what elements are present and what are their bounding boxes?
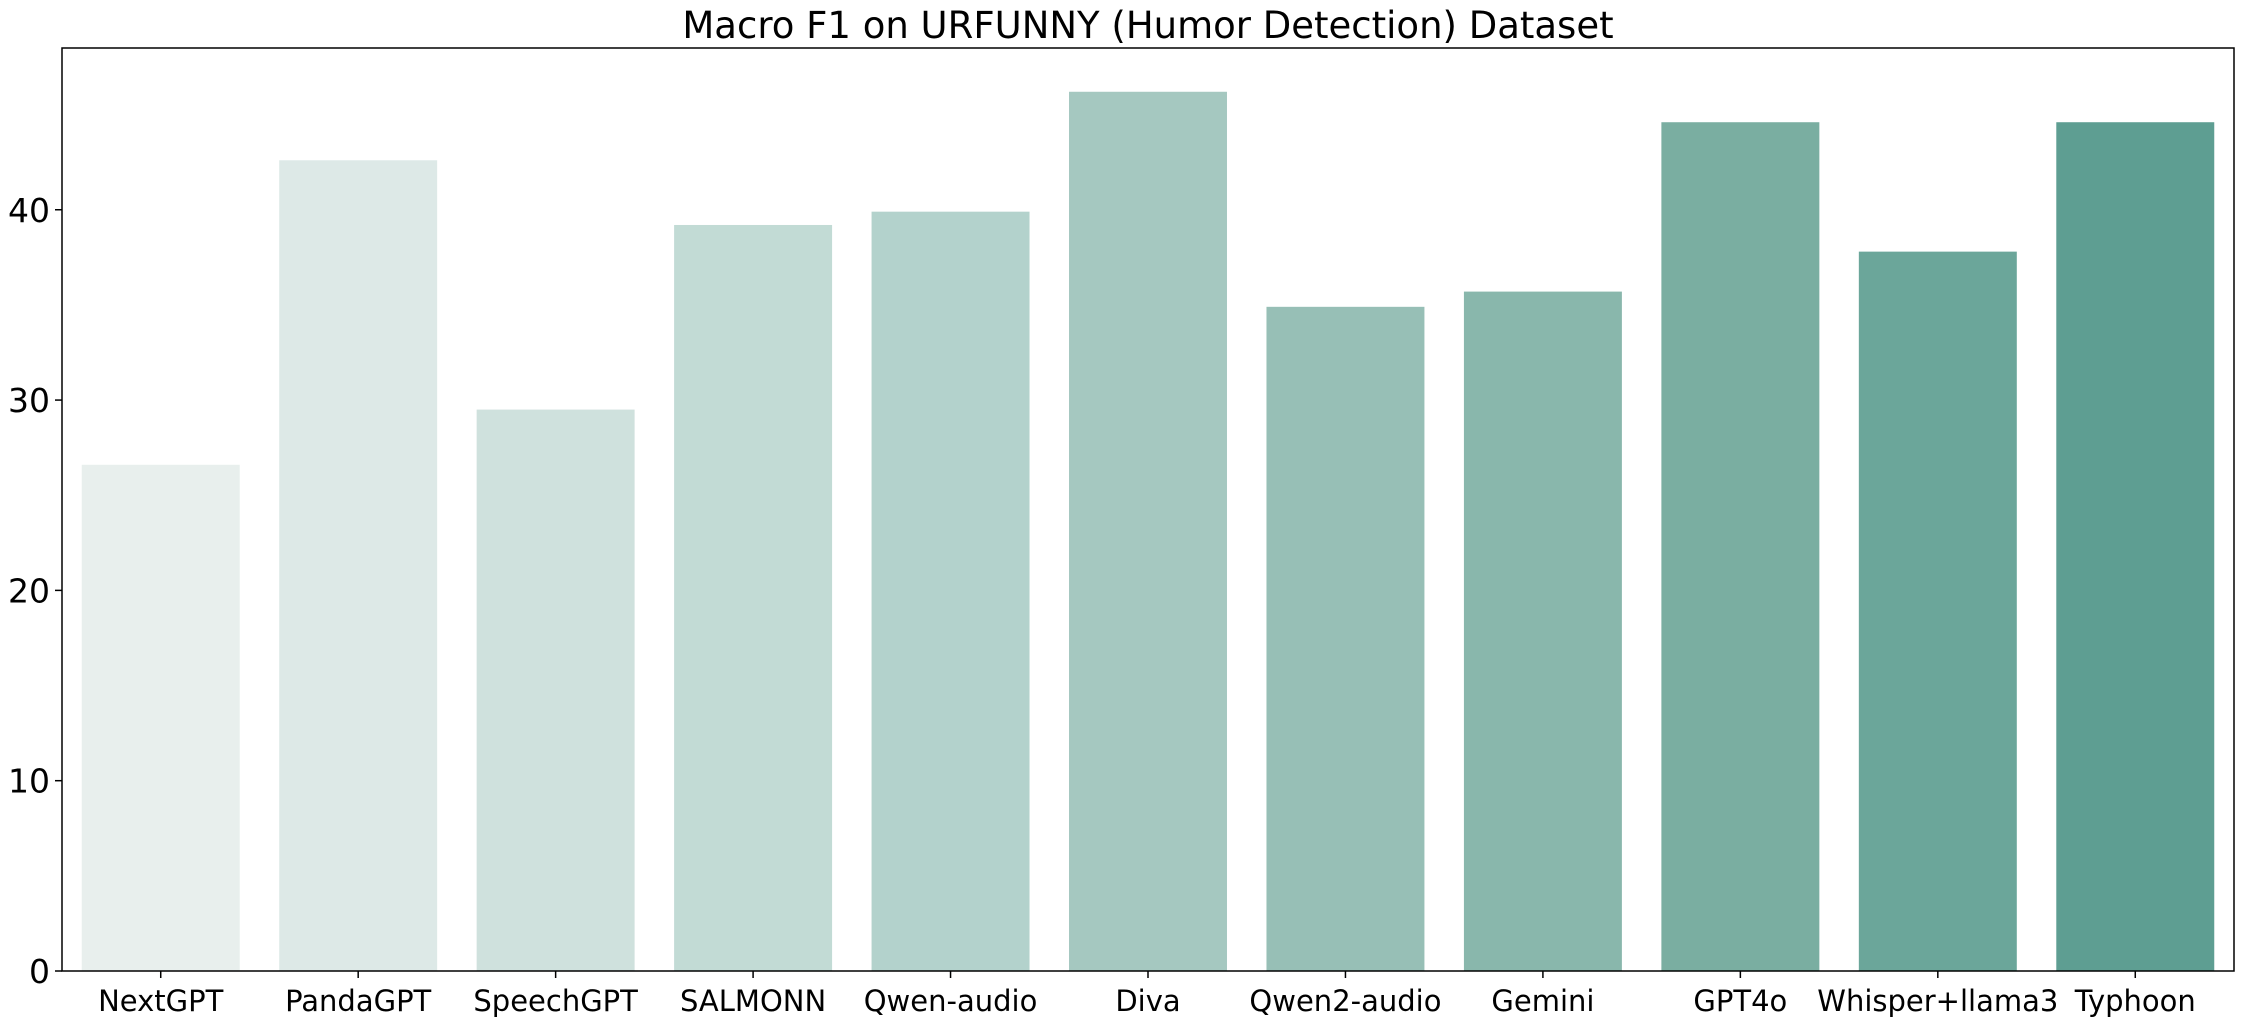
y-tick-label: 0: [29, 952, 50, 991]
x-tick-label: SpeechGPT: [473, 984, 638, 1018]
bar: [1463, 291, 1622, 971]
bar: [1266, 306, 1425, 971]
y-tick-label: 10: [8, 762, 50, 801]
y-tick-label: 20: [8, 571, 50, 610]
x-tick-label: Qwen2-audio: [1249, 984, 1441, 1018]
bar: [674, 224, 833, 972]
x-tick-label: Qwen-audio: [864, 984, 1038, 1018]
x-tick-label: PandaGPT: [285, 984, 431, 1018]
bar: [871, 211, 1030, 971]
y-tick-label: 40: [8, 191, 50, 230]
bar: [1069, 91, 1227, 972]
x-tick-label: GPT4o: [1693, 984, 1787, 1018]
bar: [81, 464, 240, 971]
y-tick-label: 30: [8, 381, 50, 420]
plot-frame: [61, 47, 2235, 972]
x-tick-label: Typhoon: [2074, 984, 2196, 1018]
bars-layer: [81, 91, 2215, 972]
bar: [476, 409, 635, 971]
x-tick-label: SALMONN: [680, 984, 826, 1018]
x-tick-label: Whisper+llama3: [1817, 984, 2058, 1018]
bar: [1661, 122, 1820, 971]
x-tick-label: Gemini: [1491, 984, 1594, 1018]
bar: [1858, 251, 2017, 971]
y-axis: 0 10 20 30 40: [8, 191, 62, 991]
x-axis: NextGPT PandaGPT SpeechGPT SALMONN Qwen-audi…: [98, 971, 2196, 1018]
x-tick-label: NextGPT: [98, 984, 224, 1018]
x-tick-label: Diva: [1115, 984, 1180, 1018]
bar: [2056, 122, 2215, 971]
bar: [279, 160, 438, 971]
chart-title: Macro F1 on URFUNNY (Humor Detection) Da…: [682, 4, 1613, 47]
